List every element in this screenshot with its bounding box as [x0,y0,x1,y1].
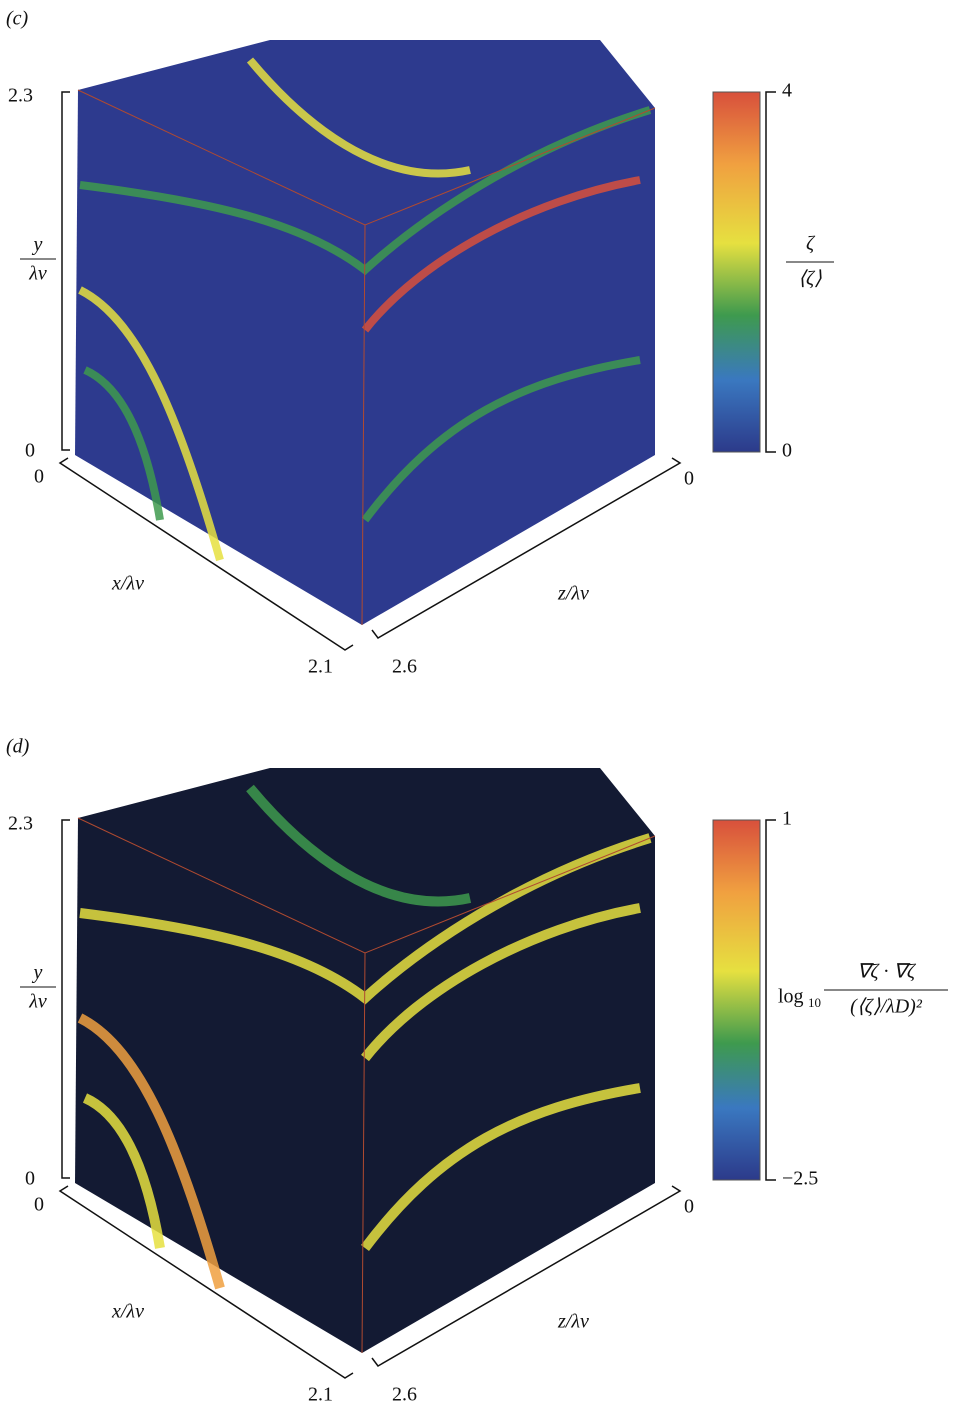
y-tick-label: 2.3 [8,813,33,835]
colorbar-label-subscript: 10 [808,995,821,1010]
colorbar-label: (⟨ζ⟩/λD)² [850,996,923,1018]
colorbar-axis [766,92,776,452]
y-tick-label: 0 [25,1168,35,1190]
colorbar [713,820,760,1180]
panel: (c) 2.3 0 y λν 0 2.1 x/λν 0 2.6 z/λν 4 0 ζ ⟨ζ⟩ [6,8,834,678]
x-axis-label: x/λν [111,573,144,595]
z-axis-label: z/λν [557,583,589,605]
x-axis-label: x/λν [111,1301,144,1323]
y-axis-label: y [32,962,43,984]
panel-label: (d) [6,736,30,758]
colorbar-axis [766,820,776,1180]
colorbar-tick-label: 4 [782,80,792,102]
panel: (d) 2.3 0 y λν 0 2.1 x/λν 0 2.6 z/λν 1 −2.5 log 10 ∇ζ ·… [6,736,948,1406]
colorbar-tick-label: 0 [782,440,792,462]
y-axis-label: λν [28,263,47,285]
y-tick-label: 0 [25,440,35,462]
colorbar [713,92,760,452]
x-tick-label: 0 [34,1194,44,1216]
x-tick-label: 0 [34,466,44,488]
colorbar-tick-label: 1 [782,808,792,830]
panel-label: (c) [6,8,29,30]
colorbar-label: ⟨ζ⟩ [798,268,822,290]
colorbar-label: ζ [806,233,816,255]
x-tick-label: 2.1 [308,656,333,678]
z-axis-label: z/λν [557,1311,589,1333]
z-tick-label: 0 [684,468,694,490]
figure: (c) 2.3 0 y λν 0 2.1 x/λν 0 2.6 z/λν 4 0 ζ ⟨ζ⟩ (d) 2.3 0 y… [0,0,963,1413]
y-axis [62,92,70,450]
y-axis [62,820,70,1178]
colorbar-label-prefix: log [778,986,804,1008]
y-tick-label: 2.3 [8,85,33,107]
x-tick-label: 2.1 [308,1384,333,1406]
z-tick-label: 0 [684,1196,694,1218]
colorbar-label: ∇ζ · ∇ζ [857,961,917,983]
y-axis-label: y [32,234,43,256]
z-tick-label: 2.6 [392,656,417,678]
colorbar-tick-label: −2.5 [782,1168,818,1190]
z-tick-label: 2.6 [392,1384,417,1406]
y-axis-label: λν [28,991,47,1013]
